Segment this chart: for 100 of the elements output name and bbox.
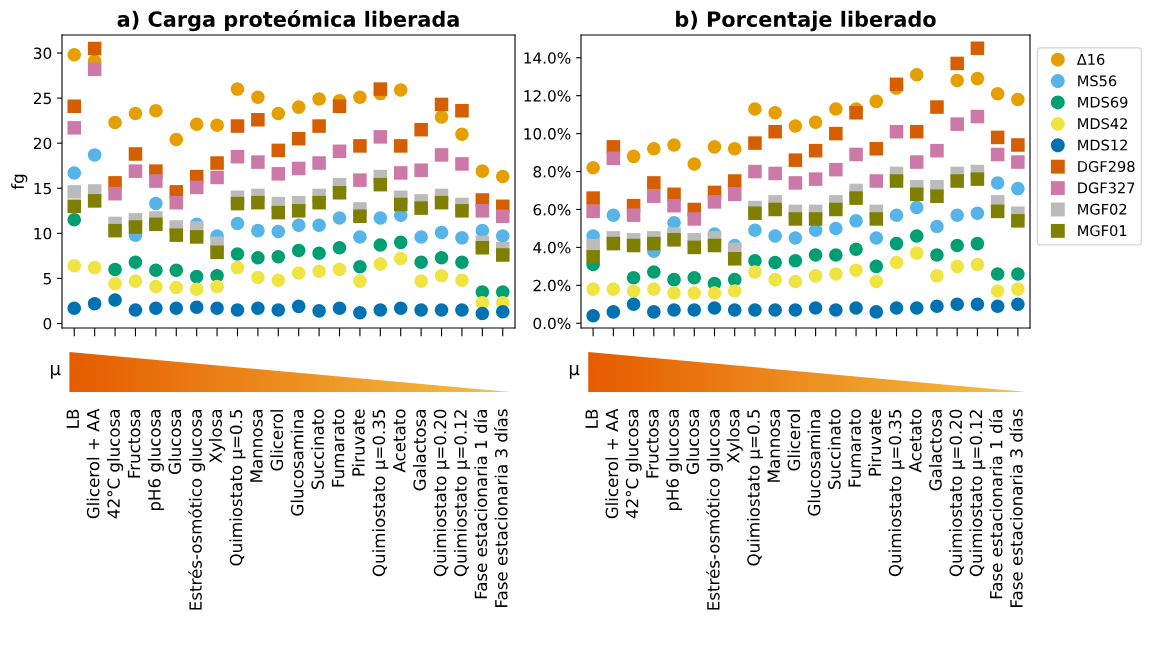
- point: [707, 301, 722, 315]
- point: [606, 151, 621, 166]
- point: [332, 211, 347, 225]
- x-tick-label: Acetato: [909, 409, 922, 473]
- point: [909, 200, 924, 215]
- point: [230, 303, 245, 317]
- point: [586, 308, 600, 323]
- point: [149, 301, 163, 315]
- point: [271, 205, 286, 220]
- point: [475, 223, 490, 238]
- point: [727, 174, 742, 188]
- point: [108, 293, 122, 307]
- legend-label: DGF327: [1078, 182, 1135, 194]
- point: [251, 250, 265, 265]
- y-axis-title: fg: [11, 174, 28, 190]
- point: [647, 142, 661, 156]
- point: [586, 204, 600, 219]
- point: [67, 48, 82, 62]
- point: [829, 248, 843, 262]
- point: [687, 270, 702, 285]
- point: [1011, 267, 1025, 281]
- point: [434, 268, 449, 283]
- point: [434, 250, 449, 265]
- point: [251, 270, 265, 285]
- point: [373, 303, 388, 317]
- x-tick-label: Xylosa: [209, 410, 226, 464]
- point: [332, 262, 347, 277]
- point: [768, 229, 782, 243]
- y-tick-label: 25: [33, 92, 51, 105]
- point: [108, 277, 122, 291]
- point: [312, 195, 326, 210]
- point: [990, 87, 1005, 101]
- point: [291, 131, 306, 146]
- point: [230, 196, 245, 211]
- x-tick-label: LB: [66, 409, 79, 428]
- x-tick-label: Quimiostato μ=0.35: [372, 410, 389, 577]
- text: μ: [569, 365, 580, 379]
- point: [970, 206, 985, 221]
- point: [373, 130, 388, 144]
- point: [930, 269, 944, 283]
- point: [990, 130, 1005, 145]
- point: [230, 119, 245, 133]
- x-tick-label: Fumarato: [331, 409, 345, 487]
- point: [727, 284, 742, 298]
- y-tick-label: 5: [43, 273, 51, 285]
- point: [849, 214, 863, 228]
- point: [210, 118, 224, 132]
- point: [414, 303, 428, 317]
- x-tick-label: Fase estacionaria 3 días: [494, 409, 508, 607]
- point: [930, 219, 944, 234]
- point: [829, 267, 843, 281]
- point: [727, 252, 742, 266]
- point: [455, 273, 469, 287]
- point: [67, 121, 82, 135]
- point: [128, 147, 143, 161]
- y-tick-label: 14.0%: [524, 52, 571, 64]
- point: [332, 186, 347, 200]
- point: [475, 240, 490, 255]
- point: [667, 272, 681, 287]
- point: [210, 301, 224, 315]
- chart-title: b) Porcentaje liberado: [676, 10, 936, 32]
- point: [434, 148, 449, 162]
- point: [1011, 181, 1025, 196]
- point: [626, 270, 641, 285]
- point: [889, 124, 904, 139]
- point: [108, 186, 122, 201]
- y-tick-label: 15: [34, 182, 51, 195]
- legend-label: MS56: [1078, 75, 1117, 87]
- legend-label: MDS42: [1078, 118, 1127, 130]
- point: [667, 286, 681, 300]
- point: [909, 246, 924, 260]
- point: [748, 206, 762, 221]
- point: [829, 202, 843, 217]
- point: [67, 213, 82, 227]
- point: [788, 253, 803, 268]
- point: [189, 282, 204, 296]
- point: [950, 117, 964, 131]
- point: [414, 122, 428, 137]
- point: [788, 153, 803, 167]
- point: [128, 303, 143, 317]
- point: [970, 236, 985, 251]
- x-tick-label: Glucosamina: [807, 410, 821, 516]
- y-tick-label: 30: [34, 47, 52, 60]
- point: [475, 164, 490, 178]
- point: [606, 282, 621, 296]
- x-tick-label: Fructosa: [646, 410, 659, 478]
- point: [128, 274, 143, 288]
- point: [829, 162, 843, 177]
- point: [149, 196, 163, 211]
- point: [393, 83, 408, 97]
- point: [455, 255, 469, 269]
- point: [667, 233, 681, 247]
- point: [169, 301, 184, 315]
- point: [869, 274, 884, 289]
- point: [687, 303, 702, 317]
- point: [707, 195, 722, 209]
- point: [788, 119, 803, 133]
- x-tick-label: Glicerol + AA: [86, 408, 100, 519]
- point: [667, 198, 681, 213]
- point: [312, 304, 326, 318]
